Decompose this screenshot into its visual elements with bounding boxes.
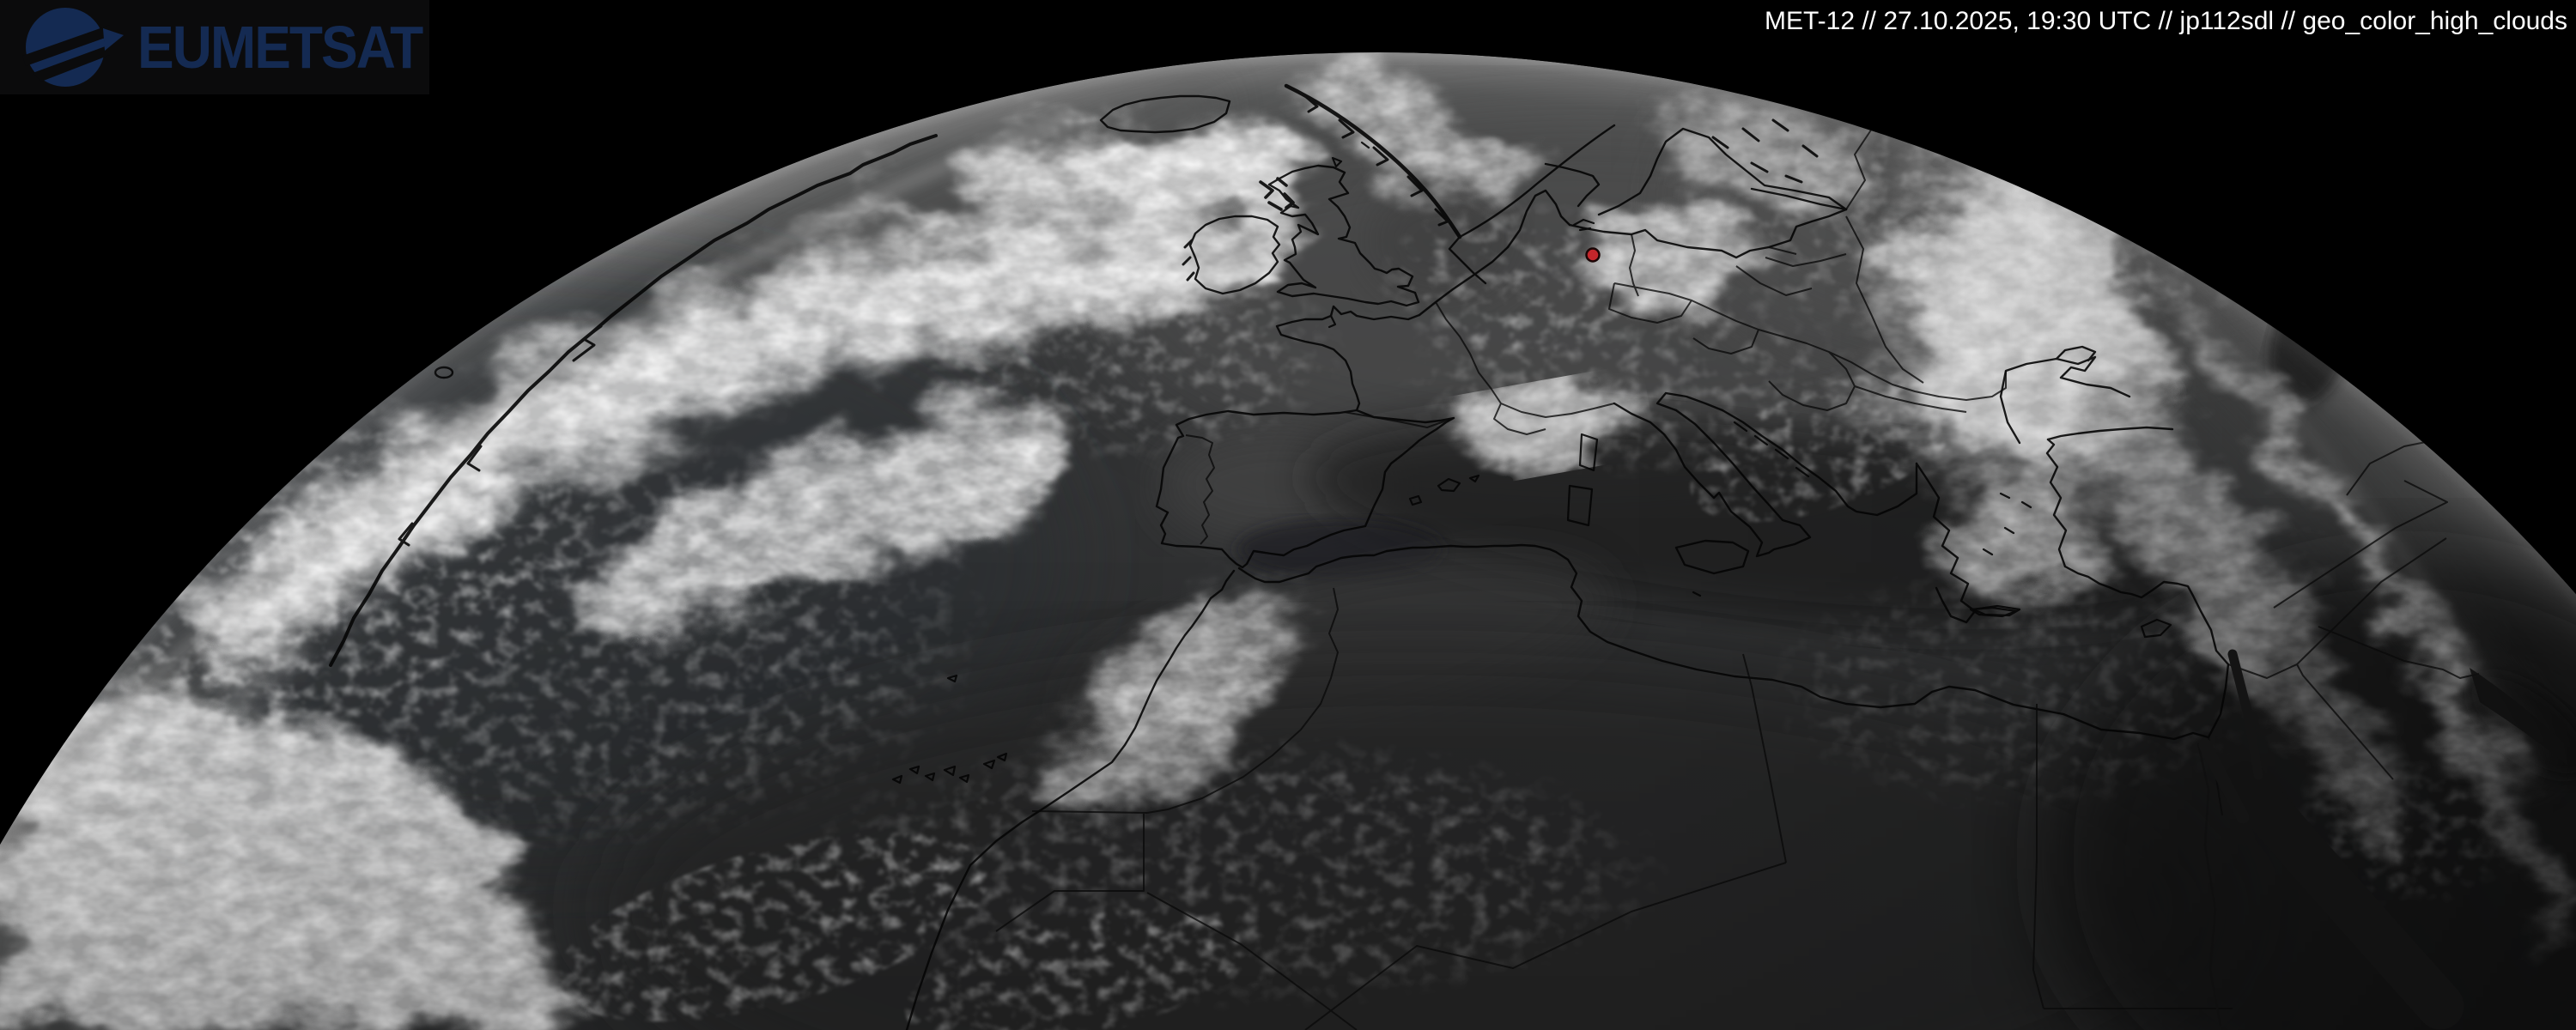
red-sea [2198,649,2567,1030]
eumetsat-logo-mark [22,8,124,87]
border-overlay [995,106,2480,1030]
location-marker [1585,247,1601,263]
image-caption: MET-12 // 27.10.2025, 19:30 UTC // jp112… [1764,7,2567,35]
coastline-overlay [329,77,2230,1030]
limb-glow [0,54,2576,1030]
eumetsat-logo: EUMETSAT [0,0,429,94]
eumetsat-logo-text: EUMETSAT [137,14,423,81]
